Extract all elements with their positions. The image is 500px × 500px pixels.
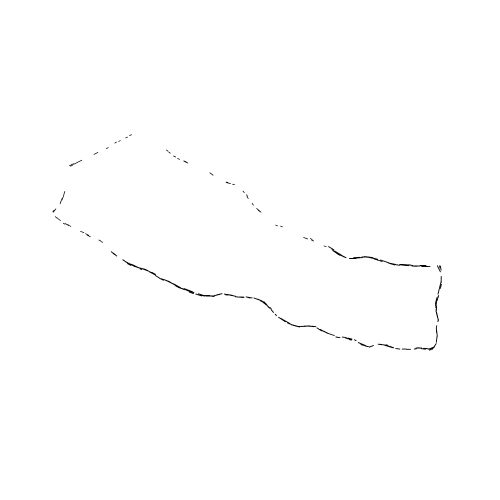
- border-segment: [247, 197, 248, 199]
- border-segment: [73, 162, 77, 164]
- border-segment: [438, 296, 439, 298]
- border-segment: [62, 196, 64, 200]
- border-segment: [227, 183, 231, 184]
- border-segment: [140, 269, 142, 270]
- border-segment: [388, 263, 392, 264]
- border-segment: [106, 148, 108, 149]
- border-segment: [248, 298, 250, 299]
- border-segment: [436, 336, 437, 342]
- border-segment: [63, 223, 65, 224]
- border-segment: [94, 152, 98, 154]
- border-segment: [55, 217, 57, 218]
- border-segment: [64, 192, 65, 196]
- border-segment: [438, 290, 439, 294]
- border-segment: [349, 340, 351, 341]
- border-segment: [369, 346, 373, 348]
- border-segment: [310, 239, 312, 240]
- border-segment: [283, 319, 291, 323]
- border-segment: [336, 337, 340, 338]
- border-segment: [440, 266, 441, 270]
- border-segment: [101, 242, 103, 243]
- border-segment: [252, 203, 253, 205]
- border-segment: [126, 137, 128, 138]
- border-segment: [281, 226, 283, 227]
- border-segment: [268, 307, 270, 309]
- border-segment: [355, 340, 357, 341]
- border-segment: [436, 326, 437, 328]
- border-segment: [231, 295, 233, 296]
- border-segment: [78, 160, 82, 162]
- border-segment: [155, 276, 160, 279]
- border-segment: [243, 191, 244, 193]
- border-segment: [115, 142, 117, 143]
- border-segment: [184, 161, 186, 162]
- border-segment: [210, 173, 213, 175]
- border-segment: [312, 326, 316, 327]
- border-segment: [328, 334, 334, 336]
- border-segment: [275, 314, 276, 315]
- border-segment: [174, 156, 176, 157]
- border-segment: [99, 240, 101, 241]
- border-segment: [119, 141, 121, 142]
- border-segment: [130, 135, 132, 136]
- border-segment: [57, 218, 60, 221]
- border-segment: [60, 202, 61, 204]
- border-segment: [276, 225, 278, 226]
- border-segment: [178, 158, 180, 159]
- border-segment: [304, 237, 308, 239]
- border-segment: [246, 195, 247, 197]
- border-segment: [396, 349, 400, 350]
- border-segment: [169, 152, 171, 153]
- border-segment: [216, 294, 222, 296]
- border-segment: [166, 150, 168, 151]
- border-segment: [342, 337, 346, 338]
- border-segment: [324, 331, 328, 333]
- border-segment: [332, 250, 338, 255]
- border-segment: [81, 231, 84, 232]
- border-segment: [329, 247, 334, 250]
- border-segment: [270, 308, 271, 309]
- border-segment: [436, 312, 437, 314]
- border-segment: [123, 260, 125, 261]
- border-segment: [312, 240, 314, 241]
- border-segment: [362, 345, 364, 346]
- border-segment: [324, 246, 326, 247]
- border-segment: [433, 344, 436, 349]
- border-segment: [271, 310, 273, 313]
- country-border: [53, 135, 442, 351]
